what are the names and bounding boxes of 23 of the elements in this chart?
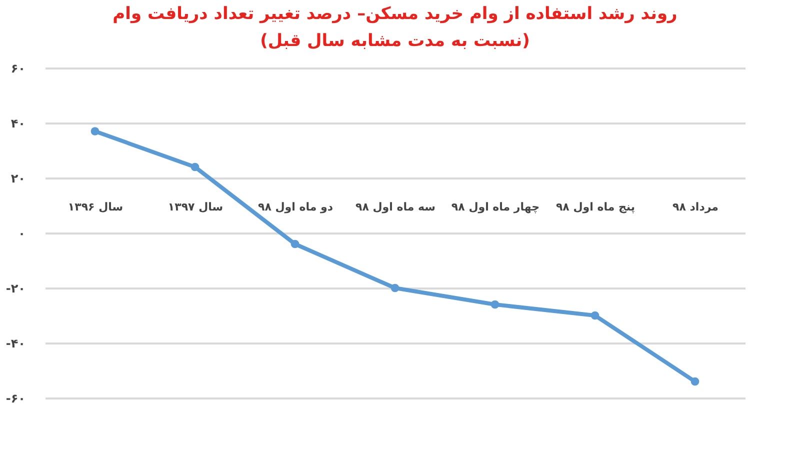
x-tick-label: سال ۱۳۹۶ [68, 200, 124, 214]
y-tick-label: -۲۰ [6, 282, 26, 296]
point [490, 300, 500, 309]
point [590, 311, 600, 320]
point [290, 240, 300, 248]
y-tick-label: ۴۰ [10, 116, 26, 130]
point [690, 377, 700, 386]
y-tick-label: -۶۰ [6, 392, 26, 406]
x-tick-label: سال ۱۳۹۷ [168, 200, 224, 214]
x-tick-label: سه ماه اول ۹۸ [355, 200, 436, 214]
y-tick-label: -۴۰ [6, 336, 26, 350]
point [390, 284, 400, 292]
y-tick-label: ۲۰ [10, 172, 26, 186]
y-tick-label: ۶۰ [10, 62, 26, 76]
point [190, 162, 200, 172]
x-tick-label: دو ماه اول ۹۸ [258, 200, 334, 214]
x-tick-label: چهار ماه اول ۹۸ [451, 200, 540, 214]
chart-subtitle: (نسبت به مدت مشابه سال قبل) [260, 31, 530, 51]
y-tick-label: ۰ [18, 226, 26, 240]
chart-title: روند رشد استفاده از وام خرید مسکن– درصد تغییر تعداد دریافت وام [112, 4, 678, 24]
x-tick-label: پنج ماه اول ۹۸ [556, 200, 636, 214]
x-tick-label: مرداد ۹۸ [672, 200, 718, 214]
point [90, 127, 100, 136]
